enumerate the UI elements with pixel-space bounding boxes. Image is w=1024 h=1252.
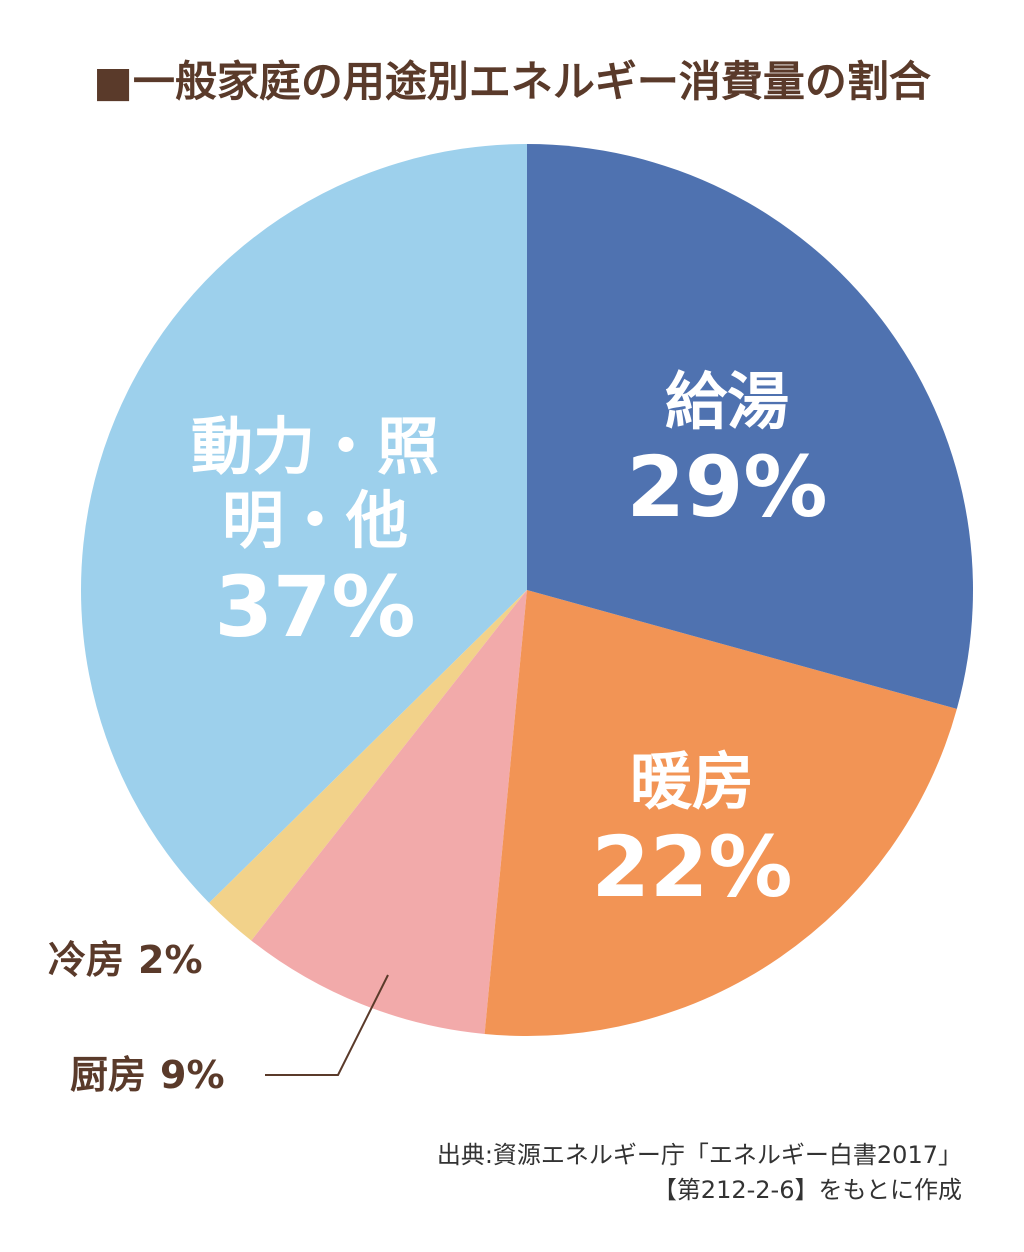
pie-slice [251, 590, 527, 1034]
value-label: 37% [214, 557, 416, 656]
category-label: 動力・照明・他 [190, 410, 439, 558]
slice-label: 厨房 9% [70, 1053, 225, 1099]
value-label: 22% [591, 818, 793, 917]
source-line: 出典:資源エネルギー庁「エネルギー白書2017」 [436, 1141, 962, 1169]
pie-slice [209, 590, 527, 941]
leader-line [265, 974, 389, 1076]
slice-label: 暖房 22% [542, 745, 842, 916]
pie-slice [527, 144, 974, 709]
value-label: 2% [138, 938, 203, 982]
category-label: 給湯 [664, 365, 789, 438]
slice-label: 冷房 2% [48, 938, 203, 984]
category-label: 厨房 [70, 1053, 147, 1097]
pie-slice [484, 590, 957, 1036]
category-label: 冷房 [48, 938, 125, 982]
source-line: 【第212-2-6】をもとに作成 [652, 1175, 962, 1204]
slice-label: 動力・照明・他 37% [145, 410, 485, 655]
chart-title: ■一般家庭の用途別エネルギー消費量の割合 [93, 57, 931, 106]
source-note: 出典:資源エネルギー庁「エネルギー白書2017」 【第212-2-6】をもとに作… [437, 1138, 962, 1208]
pie-slice [81, 144, 528, 903]
value-label: 29% [626, 438, 828, 537]
slice-label: 給湯 29% [577, 365, 877, 536]
category-label: 暖房 [629, 745, 754, 818]
value-label: 9% [160, 1053, 225, 1097]
